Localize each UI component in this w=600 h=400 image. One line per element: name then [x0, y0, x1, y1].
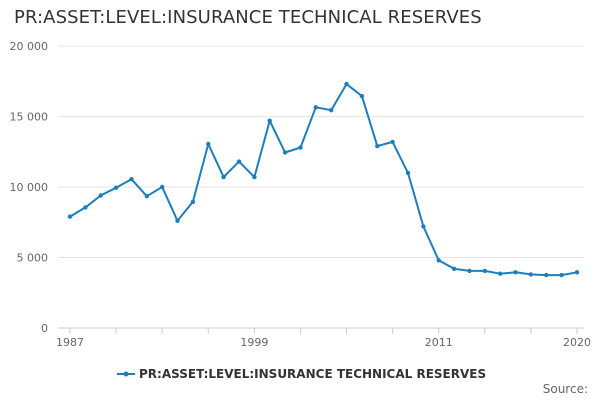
data-point[interactable]: [498, 271, 503, 276]
data-point[interactable]: [359, 93, 365, 99]
data-point[interactable]: [390, 139, 395, 145]
grid-lines: [58, 45, 584, 329]
data-point[interactable]: [559, 272, 564, 278]
data-point[interactable]: [160, 184, 165, 190]
y-tick-label: 5 000: [17, 252, 49, 265]
data-point[interactable]: [329, 108, 334, 113]
x-tick-label: 1999: [240, 336, 268, 349]
legend-label[interactable]: PR:ASSET:LEVEL:INSURANCE TECHNICAL RESER…: [139, 367, 486, 381]
data-point[interactable]: [544, 272, 549, 278]
data-point[interactable]: [528, 272, 534, 277]
x-axis: 1987 1999 2011 2020: [56, 328, 591, 349]
chart-title: PR:ASSET:LEVEL:INSURANCE TECHNICAL RESER…: [14, 7, 482, 28]
series-line: [69, 83, 578, 277]
data-point[interactable]: [421, 224, 426, 229]
data-point[interactable]: [267, 118, 272, 123]
data-point[interactable]: [344, 81, 349, 87]
legend[interactable]: PR:ASSET:LEVEL:INSURANCE TECHNICAL RESER…: [117, 367, 486, 381]
x-tick-label: 2011: [425, 336, 453, 349]
data-point[interactable]: [113, 185, 119, 190]
data-point[interactable]: [221, 174, 226, 180]
data-point[interactable]: [436, 258, 441, 263]
data-point[interactable]: [405, 170, 411, 176]
data-point[interactable]: [574, 270, 580, 275]
x-tick-label: 2020: [563, 336, 591, 349]
data-point[interactable]: [144, 194, 149, 199]
source-label: Source:: [542, 382, 588, 396]
y-tick-label: 15 000: [10, 111, 49, 124]
series-layer: [67, 81, 580, 278]
legend-swatch-marker: [123, 371, 129, 377]
y-tick-label: 10 000: [10, 181, 49, 194]
data-point[interactable]: [83, 205, 88, 210]
data-point[interactable]: [252, 174, 257, 180]
data-point[interactable]: [482, 268, 487, 274]
x-tick-label: 1987: [56, 336, 84, 349]
data-point[interactable]: [298, 145, 303, 150]
data-point[interactable]: [375, 143, 380, 149]
data-point[interactable]: [98, 193, 103, 198]
y-tick-label: 0: [41, 322, 48, 335]
y-tick-label: 20 000: [10, 40, 49, 53]
data-point[interactable]: [513, 270, 518, 275]
data-point[interactable]: [313, 105, 318, 110]
data-point[interactable]: [467, 268, 472, 274]
data-point[interactable]: [282, 150, 288, 155]
data-point[interactable]: [206, 141, 211, 147]
data-point[interactable]: [129, 177, 134, 182]
data-point[interactable]: [175, 218, 180, 223]
y-axis-tick-labels: 0 5 000 10 000 15 000 20 000: [10, 40, 49, 335]
data-point[interactable]: [236, 159, 242, 164]
data-point[interactable]: [67, 214, 73, 219]
data-point[interactable]: [451, 266, 457, 271]
data-point[interactable]: [190, 199, 196, 204]
